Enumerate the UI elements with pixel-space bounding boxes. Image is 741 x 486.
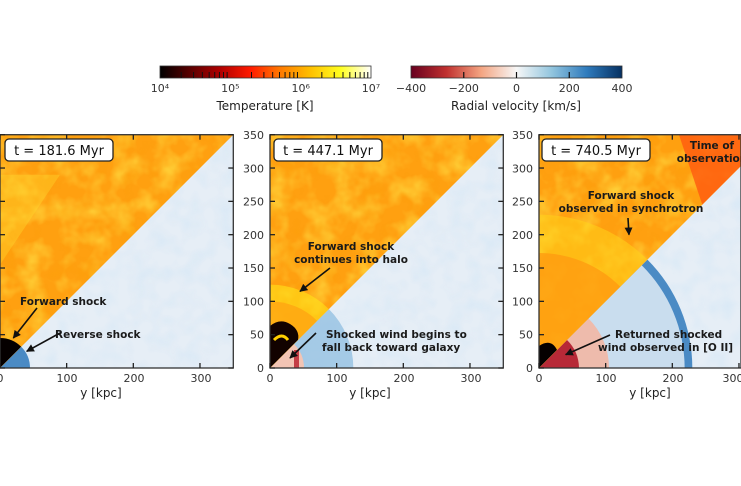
plot-frame <box>0 134 234 369</box>
panel-text: t = 181.6 Myr Forward shock Reverse shoc… <box>0 129 741 400</box>
y-tick-label: 200 <box>512 229 533 242</box>
y-tick-label: 350 <box>512 129 533 142</box>
cold-gas <box>0 338 22 368</box>
y-tick-label: 0 <box>257 362 264 375</box>
y-tick-label: 350 <box>243 129 264 142</box>
x-tick-label: 100 <box>327 372 348 385</box>
x-axis-label: y [kpc] <box>629 386 670 400</box>
y-tick-label: 100 <box>243 295 264 308</box>
velocity-tick-label: 0 <box>513 82 520 95</box>
annotation-arrow <box>564 334 611 356</box>
infall-core <box>539 340 579 368</box>
temperature-tick-label: 10⁴ <box>151 82 170 95</box>
cold-gas <box>270 321 299 368</box>
annotation-arrow <box>289 332 317 359</box>
velocity-tick-label: −200 <box>449 82 479 95</box>
time-label: t = 740.5 Myr <box>551 144 642 159</box>
annotation-shocked-wind-fallback: fall back toward galaxy <box>322 342 460 354</box>
temperature-tick-label: 10⁵ <box>221 82 239 95</box>
panel <box>538 134 741 369</box>
y-tick-label: 250 <box>243 196 264 209</box>
annotation-forward-shock-halo: continues into halo <box>294 254 408 266</box>
annotation-reverse-shock: Reverse shock <box>55 329 142 341</box>
x-axis-label: y [kpc] <box>80 386 121 400</box>
annotation-returned-shocked-wind: wind observed in [O II] <box>598 342 733 354</box>
cold-gas <box>539 342 557 368</box>
y-tick-label: 100 <box>512 295 533 308</box>
annotation-arrow <box>25 332 61 353</box>
time-label: t = 181.6 Myr <box>14 144 105 159</box>
hot-filament <box>272 334 290 342</box>
x-tick-label: 300 <box>461 372 482 385</box>
annotation-shocked-wind-fallback: Shocked wind begins to <box>326 329 467 341</box>
y-tick-label: 300 <box>512 162 533 175</box>
annotation-forward-shock-halo: Forward shock <box>308 241 395 253</box>
infall-core <box>294 350 299 368</box>
plot-frame <box>269 134 504 369</box>
annotation-arrow <box>299 267 331 292</box>
shocked-wind <box>539 253 621 368</box>
time-label: t = 447.1 Myr <box>283 144 374 159</box>
x-tick-label: 300 <box>191 372 212 385</box>
panel <box>269 134 504 369</box>
x-tick-label: 100 <box>57 372 78 385</box>
y-tick-label: 250 <box>512 196 533 209</box>
y-tick-label: 200 <box>243 229 264 242</box>
x-tick-label: 0 <box>536 372 543 385</box>
velocity-tick-label: 400 <box>612 82 633 95</box>
panels <box>0 134 741 369</box>
x-tick-label: 300 <box>723 372 741 385</box>
y-tick-label: 150 <box>512 262 533 275</box>
y-tick-label: 300 <box>243 162 264 175</box>
x-tick-label: 0 <box>267 372 274 385</box>
x-tick-label: 100 <box>596 372 617 385</box>
panel <box>0 134 234 369</box>
x-tick-label: 200 <box>124 372 145 385</box>
plot-frame <box>538 134 741 369</box>
y-tick-label: 50 <box>250 329 264 342</box>
annotation-time-of-observation: observation <box>677 153 741 165</box>
x-axis-label: y [kpc] <box>349 386 390 400</box>
temperature-colorbar-ticks <box>180 72 369 78</box>
time-label-box <box>273 138 383 162</box>
annotation-returned-shocked-wind: Returned shocked <box>615 329 722 341</box>
velocity-tick-label: 200 <box>559 82 580 95</box>
time-label-box <box>4 138 114 162</box>
temperature-tick-label: 10⁷ <box>362 82 380 95</box>
hot-region <box>678 134 741 205</box>
outflow-shell <box>0 346 30 368</box>
temperature-colorbar-gradient <box>159 65 372 79</box>
annotation-arrow <box>624 217 633 236</box>
y-tick-label: 0 <box>526 362 533 375</box>
temperature-colorbar-label: Temperature [K] <box>215 99 313 113</box>
velocity-colorbar-ticks <box>463 72 570 78</box>
temperature-tick-label: 10⁶ <box>291 82 310 95</box>
x-tick-label: 200 <box>663 372 684 385</box>
y-tick-label: 150 <box>243 262 264 275</box>
velocity-tick-label: −400 <box>396 82 426 95</box>
time-label-box <box>541 138 651 162</box>
velocity-colorbar: −400 −200 0 200 400 Radial velocity [km/… <box>396 65 633 113</box>
y-tick-label: 50 <box>519 329 533 342</box>
annotation-forward-shock-synchrotron: Forward shock <box>588 190 675 202</box>
annotation-time-of-observation: Time of <box>690 140 735 152</box>
annotation-forward-shock-synchrotron: observed in synchrotron <box>559 203 704 215</box>
annotation-arrow <box>12 307 38 339</box>
x-tick-label: 0 <box>0 372 4 385</box>
x-tick-label: 200 <box>394 372 415 385</box>
velocity-colorbar-label: Radial velocity [km/s] <box>451 99 581 113</box>
temperature-colorbar: 10⁴ 10⁵ 10⁶ 10⁷ Temperature [K] <box>151 65 380 113</box>
annotation-forward-shock: Forward shock <box>20 296 107 308</box>
